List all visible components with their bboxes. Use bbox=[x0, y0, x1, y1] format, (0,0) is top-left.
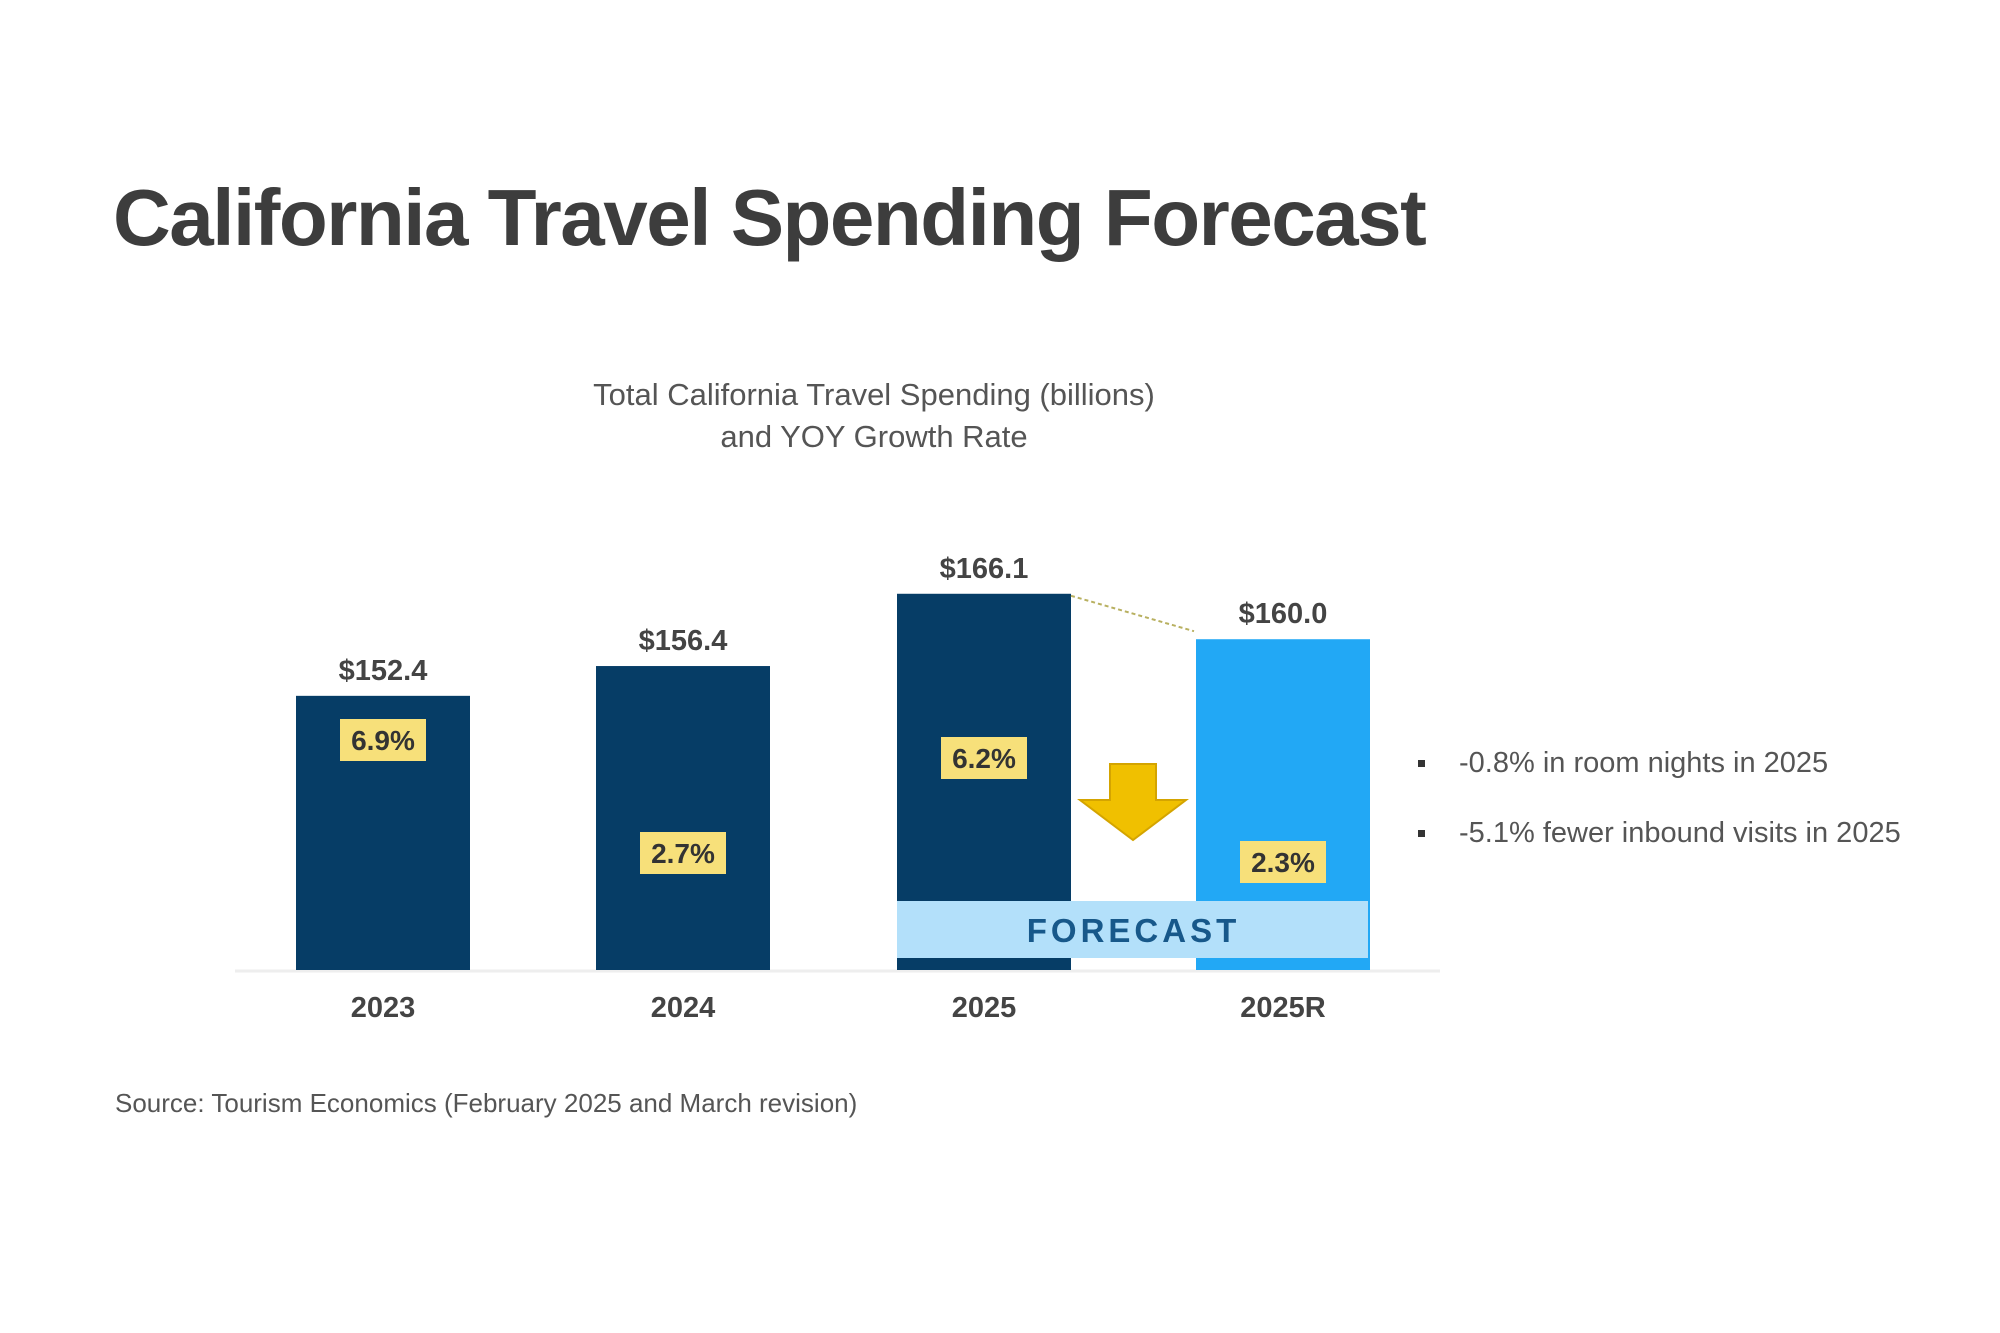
page-title: California Travel Spending Forecast bbox=[113, 173, 1427, 262]
value-label: $152.4 bbox=[339, 655, 428, 687]
connector-line bbox=[1070, 594, 1195, 633]
growth-label: 6.9% bbox=[351, 725, 415, 756]
growth-label: 2.3% bbox=[1251, 847, 1315, 878]
note-text: -5.1% fewer inbound visits in 2025 bbox=[1459, 816, 1901, 849]
forecast-band bbox=[897, 901, 1368, 958]
chart-title-line-2: and YOY Growth Rate bbox=[720, 419, 1028, 454]
value-label: $160.0 bbox=[1239, 598, 1328, 630]
bullet-icon bbox=[1418, 759, 1425, 767]
chart-title: Total California Travel Spending (billio… bbox=[474, 374, 1274, 458]
x-tick-label: 2023 bbox=[351, 992, 416, 1024]
growth-badge bbox=[340, 719, 426, 761]
notes-list: -0.8% in room nights in 2025 -5.1% fewer… bbox=[1418, 728, 1901, 868]
bar-2024 bbox=[596, 666, 770, 970]
x-tick-label: 2025 bbox=[952, 992, 1017, 1024]
growth-badge bbox=[640, 832, 726, 874]
note-text: -0.8% in room nights in 2025 bbox=[1459, 746, 1829, 779]
x-tick-label: 2024 bbox=[651, 992, 716, 1024]
down-arrow-icon bbox=[1077, 763, 1189, 842]
note-item: -0.8% in room nights in 2025 bbox=[1418, 728, 1901, 798]
forecast-label: FORECAST bbox=[1027, 912, 1241, 949]
growth-label: 6.2% bbox=[952, 743, 1016, 774]
value-label: $166.1 bbox=[940, 553, 1029, 585]
growth-badge bbox=[1240, 841, 1326, 883]
value-label: $156.4 bbox=[639, 625, 728, 657]
chart-title-line-1: Total California Travel Spending (billio… bbox=[593, 377, 1155, 412]
x-tick-label: 2025R bbox=[1240, 992, 1326, 1024]
growth-label: 2.7% bbox=[651, 838, 715, 869]
growth-badge bbox=[941, 737, 1027, 779]
bullet-icon bbox=[1418, 829, 1425, 837]
source-note: Source: Tourism Economics (February 2025… bbox=[115, 1088, 858, 1118]
note-item: -5.1% fewer inbound visits in 2025 bbox=[1418, 798, 1901, 868]
